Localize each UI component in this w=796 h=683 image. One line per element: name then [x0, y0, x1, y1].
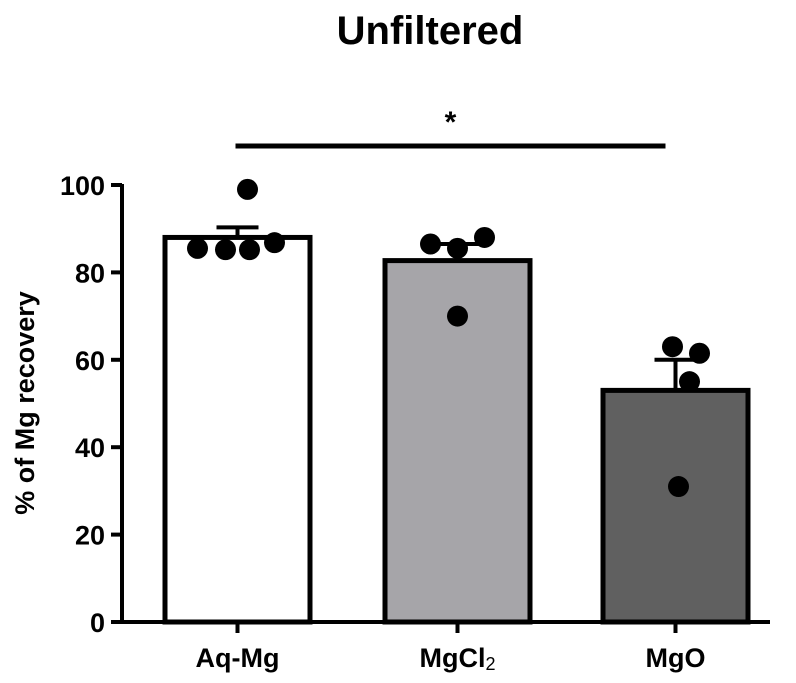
x-tick-label: MgO: [646, 643, 706, 673]
data-point: [447, 237, 468, 259]
y-axis-title: % of Mg recovery: [10, 291, 40, 515]
data-point: [689, 342, 710, 364]
plot-area: 0 20 40 60 80 100 Aq-Mg MgCl2 MgO *: [60, 106, 770, 674]
x-tick-label: MgCl2: [420, 643, 496, 674]
data-point: [187, 237, 208, 259]
y-tick-label: 100: [60, 171, 105, 201]
chart-title: Unfiltered: [337, 9, 524, 53]
data-point: [239, 239, 260, 261]
data-point: [474, 226, 495, 248]
bar: [600, 387, 751, 625]
data-point: [420, 233, 441, 255]
data-point: [215, 239, 236, 261]
y-tick-label: 20: [75, 521, 105, 551]
data-point: [264, 232, 285, 254]
data-point: [668, 476, 689, 498]
data-point: [679, 371, 700, 393]
data-point: [662, 336, 683, 358]
y-tick-label: 40: [75, 433, 105, 463]
data-point: [237, 178, 258, 200]
y-tick-label: 0: [90, 608, 105, 638]
data-point: [447, 305, 468, 327]
significance-label: *: [445, 106, 457, 139]
x-tick-label: Aq-Mg: [196, 643, 280, 673]
bar: [162, 234, 313, 625]
y-tick-label: 80: [75, 258, 105, 288]
y-tick-label: 60: [75, 346, 105, 376]
